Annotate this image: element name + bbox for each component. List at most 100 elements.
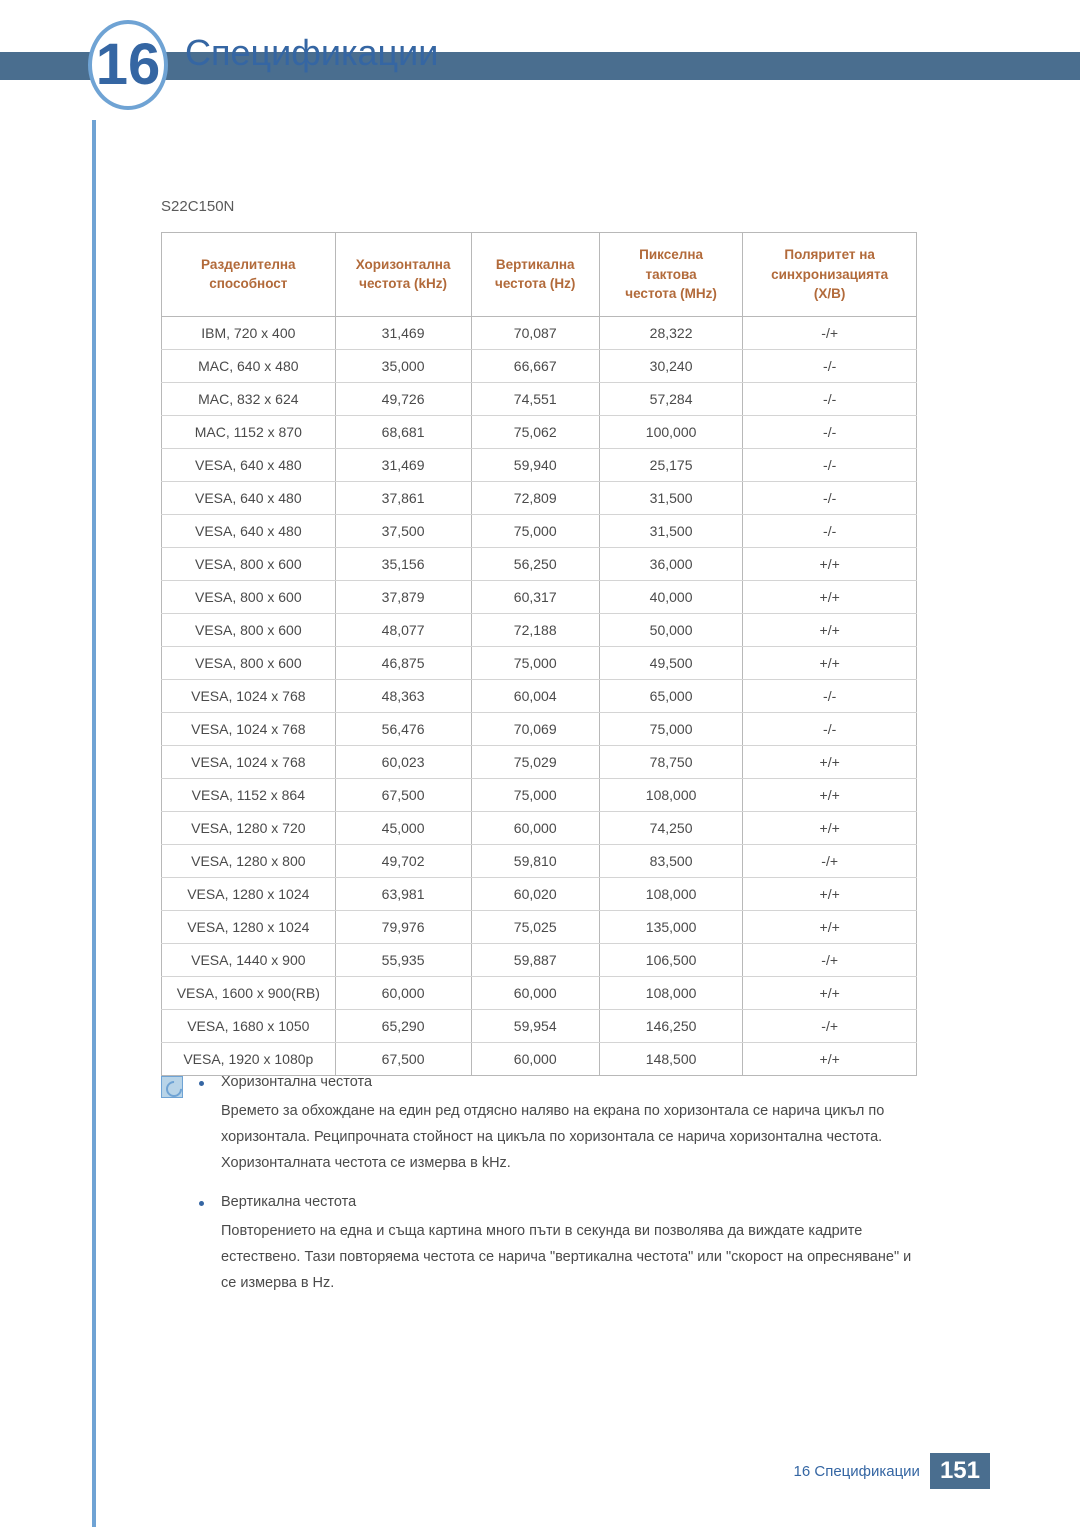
table-cell: 48,363 bbox=[335, 679, 471, 712]
table-cell: -/- bbox=[743, 514, 917, 547]
table-row: VESA, 1024 x 76860,02375,02978,750+/+ bbox=[162, 745, 917, 778]
note-item: Хоризонтална честотаВремето за обхождане… bbox=[221, 1074, 917, 1176]
table-row: VESA, 1024 x 76856,47670,06975,000-/- bbox=[162, 712, 917, 745]
table-header-col-0: Разделителнаспособност bbox=[162, 233, 336, 317]
table-cell: 49,702 bbox=[335, 844, 471, 877]
table-cell: 49,726 bbox=[335, 382, 471, 415]
table-cell: -/+ bbox=[743, 943, 917, 976]
table-cell: 72,809 bbox=[471, 481, 599, 514]
table-row: VESA, 800 x 60037,87960,31740,000+/+ bbox=[162, 580, 917, 613]
table-cell: 60,004 bbox=[471, 679, 599, 712]
table-cell: 74,551 bbox=[471, 382, 599, 415]
table-cell: 50,000 bbox=[599, 613, 742, 646]
table-cell: -/+ bbox=[743, 316, 917, 349]
table-row: VESA, 800 x 60035,15656,25036,000+/+ bbox=[162, 547, 917, 580]
table-cell: 75,000 bbox=[471, 514, 599, 547]
footer-chapter-label: 16 Спецификации bbox=[794, 1463, 920, 1480]
chapter-number: 16 bbox=[96, 36, 161, 94]
table-row: VESA, 1920 x 1080p67,50060,000148,500+/+ bbox=[162, 1042, 917, 1075]
table-cell: 49,500 bbox=[599, 646, 742, 679]
table-cell: 57,284 bbox=[599, 382, 742, 415]
table-cell: -/+ bbox=[743, 844, 917, 877]
table-row: VESA, 1152 x 86467,50075,000108,000+/+ bbox=[162, 778, 917, 811]
table-cell: -/- bbox=[743, 448, 917, 481]
table-cell: VESA, 1280 x 800 bbox=[162, 844, 336, 877]
table-row: VESA, 1280 x 80049,70259,81083,500-/+ bbox=[162, 844, 917, 877]
table-cell: 65,290 bbox=[335, 1009, 471, 1042]
table-cell: -/- bbox=[743, 382, 917, 415]
table-cell: 106,500 bbox=[599, 943, 742, 976]
table-cell: 65,000 bbox=[599, 679, 742, 712]
table-cell: VESA, 1600 x 900(RB) bbox=[162, 976, 336, 1009]
table-cell: +/+ bbox=[743, 811, 917, 844]
table-cell: 60,000 bbox=[471, 811, 599, 844]
table-cell: 28,322 bbox=[599, 316, 742, 349]
table-cell: 79,976 bbox=[335, 910, 471, 943]
table-cell: -/- bbox=[743, 415, 917, 448]
note-body: Повторението на една и съща картина мног… bbox=[221, 1218, 917, 1296]
table-cell: VESA, 800 x 600 bbox=[162, 547, 336, 580]
table-cell: 35,156 bbox=[335, 547, 471, 580]
table-cell: 40,000 bbox=[599, 580, 742, 613]
table-cell: 67,500 bbox=[335, 1042, 471, 1075]
table-cell: MAC, 640 x 480 bbox=[162, 349, 336, 382]
table-cell: 60,020 bbox=[471, 877, 599, 910]
table-row: VESA, 1600 x 900(RB)60,00060,000108,000+… bbox=[162, 976, 917, 1009]
table-cell: -/- bbox=[743, 712, 917, 745]
table-cell: 60,023 bbox=[335, 745, 471, 778]
table-cell: VESA, 1152 x 864 bbox=[162, 778, 336, 811]
table-cell: 70,069 bbox=[471, 712, 599, 745]
table-cell: 56,250 bbox=[471, 547, 599, 580]
table-cell: 45,000 bbox=[335, 811, 471, 844]
table-row: VESA, 640 x 48031,46959,94025,175-/- bbox=[162, 448, 917, 481]
table-cell: IBM, 720 x 400 bbox=[162, 316, 336, 349]
table-header-col-2: Вертикалначестота (Hz) bbox=[471, 233, 599, 317]
page-footer: 16 Спецификации 151 bbox=[794, 1453, 990, 1489]
table-cell: +/+ bbox=[743, 1042, 917, 1075]
table-cell: 60,000 bbox=[335, 976, 471, 1009]
table-cell: 67,500 bbox=[335, 778, 471, 811]
table-cell: 30,240 bbox=[599, 349, 742, 382]
table-cell: VESA, 1280 x 1024 bbox=[162, 910, 336, 943]
table-cell: 68,681 bbox=[335, 415, 471, 448]
table-cell: +/+ bbox=[743, 580, 917, 613]
table-cell: VESA, 1024 x 768 bbox=[162, 679, 336, 712]
table-cell: 59,810 bbox=[471, 844, 599, 877]
table-cell: 31,469 bbox=[335, 316, 471, 349]
table-cell: +/+ bbox=[743, 745, 917, 778]
table-row: VESA, 640 x 48037,86172,80931,500-/- bbox=[162, 481, 917, 514]
table-cell: +/+ bbox=[743, 877, 917, 910]
table-cell: 60,000 bbox=[471, 1042, 599, 1075]
table-cell: VESA, 640 x 480 bbox=[162, 514, 336, 547]
table-cell: 75,000 bbox=[471, 778, 599, 811]
table-cell: 108,000 bbox=[599, 976, 742, 1009]
note-title: Хоризонтална честота bbox=[221, 1074, 917, 1090]
table-cell: 56,476 bbox=[335, 712, 471, 745]
table-cell: 70,087 bbox=[471, 316, 599, 349]
table-cell: VESA, 640 x 480 bbox=[162, 448, 336, 481]
left-margin-strip bbox=[92, 120, 96, 1527]
table-cell: 66,667 bbox=[471, 349, 599, 382]
table-cell: 148,500 bbox=[599, 1042, 742, 1075]
table-row: VESA, 1680 x 105065,29059,954146,250-/+ bbox=[162, 1009, 917, 1042]
table-cell: 37,861 bbox=[335, 481, 471, 514]
table-cell: 78,750 bbox=[599, 745, 742, 778]
table-cell: 100,000 bbox=[599, 415, 742, 448]
table-cell: VESA, 800 x 600 bbox=[162, 580, 336, 613]
model-label: S22C150N bbox=[161, 198, 234, 215]
chapter-badge: 16 bbox=[88, 20, 168, 110]
table-cell: 72,188 bbox=[471, 613, 599, 646]
table-cell: 60,000 bbox=[471, 976, 599, 1009]
table-cell: VESA, 1280 x 1024 bbox=[162, 877, 336, 910]
table-cell: +/+ bbox=[743, 778, 917, 811]
table-cell: +/+ bbox=[743, 613, 917, 646]
table-cell: MAC, 832 x 624 bbox=[162, 382, 336, 415]
table-cell: 31,500 bbox=[599, 481, 742, 514]
table-cell: 46,875 bbox=[335, 646, 471, 679]
table-cell: VESA, 1280 x 720 bbox=[162, 811, 336, 844]
table-cell: 75,025 bbox=[471, 910, 599, 943]
table-cell: VESA, 1680 x 1050 bbox=[162, 1009, 336, 1042]
table-cell: 75,000 bbox=[599, 712, 742, 745]
table-cell: 75,029 bbox=[471, 745, 599, 778]
table-cell: 55,935 bbox=[335, 943, 471, 976]
